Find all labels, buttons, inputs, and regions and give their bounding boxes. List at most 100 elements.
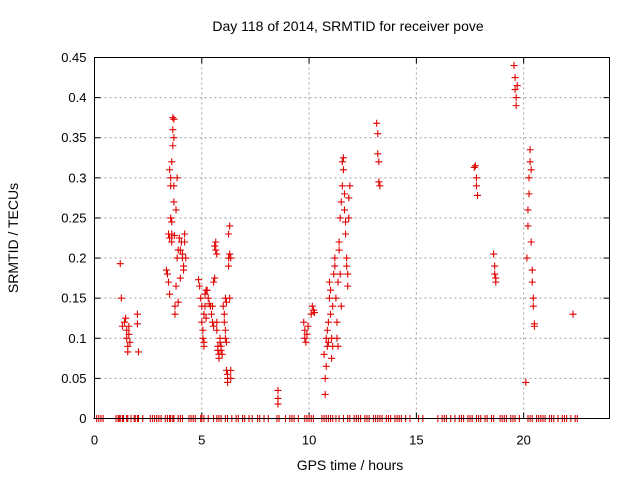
x-tick-label: 20	[516, 433, 530, 448]
data-point	[168, 218, 176, 226]
data-point	[335, 238, 343, 246]
data-point	[470, 163, 478, 171]
data-point	[525, 190, 533, 198]
data-point	[301, 334, 309, 342]
data-point	[307, 310, 315, 318]
data-point	[346, 182, 354, 190]
data-point	[342, 218, 350, 226]
data-point	[339, 166, 347, 174]
data-point	[170, 232, 178, 240]
data-point	[338, 182, 346, 190]
x-tick-label: 15	[409, 433, 423, 448]
data-point	[374, 130, 382, 138]
chart-title: Day 118 of 2014, SRMTID for receiver pov…	[212, 18, 484, 34]
data-point	[173, 174, 181, 182]
data-point	[339, 154, 347, 162]
data-point	[528, 278, 536, 286]
data-point	[165, 278, 173, 286]
data-point	[338, 158, 346, 166]
data-point	[174, 298, 182, 306]
data-point	[133, 320, 141, 328]
data-point	[211, 242, 219, 250]
data-point	[170, 198, 178, 206]
y-tick-label: 0.05	[61, 371, 86, 386]
data-point	[225, 262, 233, 270]
data-point	[334, 342, 342, 350]
data-point	[333, 318, 341, 326]
data-point	[524, 222, 532, 230]
data-point	[569, 310, 577, 318]
data-point	[172, 282, 180, 290]
data-point	[527, 238, 535, 246]
y-tick-label: 0.25	[61, 210, 86, 225]
data-point	[166, 234, 174, 242]
data-point	[166, 166, 174, 174]
data-point	[169, 126, 177, 134]
data-point	[162, 266, 170, 274]
data-point	[343, 254, 351, 262]
data-point	[218, 350, 226, 358]
data-point	[210, 278, 218, 286]
data-point	[320, 350, 328, 358]
data-point	[511, 86, 519, 94]
data-point	[527, 166, 535, 174]
data-point	[523, 254, 531, 262]
y-tick-label: 0.15	[61, 291, 86, 306]
data-point	[304, 322, 312, 330]
data-point	[180, 266, 188, 274]
data-point	[199, 326, 207, 334]
data-point	[176, 274, 184, 282]
data-point	[511, 74, 519, 82]
data-point	[328, 354, 336, 362]
data-point	[513, 82, 521, 90]
data-point	[134, 348, 142, 356]
data-point	[345, 214, 353, 222]
data-point	[528, 266, 536, 274]
data-point	[213, 318, 221, 326]
data-point	[345, 194, 353, 202]
data-point	[200, 338, 208, 346]
data-point	[522, 378, 530, 386]
data-point	[170, 115, 178, 123]
data-point	[219, 302, 227, 310]
data-point	[529, 294, 537, 302]
y-tick-label: 0.35	[61, 130, 86, 145]
data-point	[220, 318, 228, 326]
data-point	[325, 294, 333, 302]
data-point	[226, 250, 234, 258]
data-point	[168, 158, 176, 166]
data-point	[323, 326, 331, 334]
data-point	[301, 326, 309, 334]
y-tick-label: 0	[79, 411, 86, 426]
data-point	[121, 318, 129, 326]
data-point	[529, 302, 537, 310]
data-point	[472, 174, 480, 182]
data-point	[202, 314, 210, 322]
data-point	[337, 198, 345, 206]
data-point	[215, 354, 223, 362]
data-point	[491, 262, 499, 270]
data-point	[375, 178, 383, 186]
data-point	[302, 338, 310, 346]
data-point	[227, 374, 235, 382]
data-point	[343, 262, 351, 270]
data-point	[181, 238, 189, 246]
data-point	[204, 294, 212, 302]
data-point	[200, 310, 208, 318]
data-point	[324, 338, 332, 346]
data-point	[530, 322, 538, 330]
data-point	[163, 270, 171, 278]
data-point	[224, 378, 232, 386]
data-point	[221, 326, 229, 334]
x-tick-label: 0	[91, 433, 98, 448]
data-point	[321, 374, 329, 382]
data-point	[226, 294, 234, 302]
data-point	[220, 310, 228, 318]
data-point	[172, 206, 180, 214]
y-tick-label: 0.2	[68, 251, 86, 266]
y-tick-label: 0.3	[68, 170, 86, 185]
y-tick-label: 0.4	[68, 90, 86, 105]
data-point	[199, 334, 207, 342]
data-point	[344, 270, 352, 278]
y-tick-label: 0.1	[68, 331, 86, 346]
